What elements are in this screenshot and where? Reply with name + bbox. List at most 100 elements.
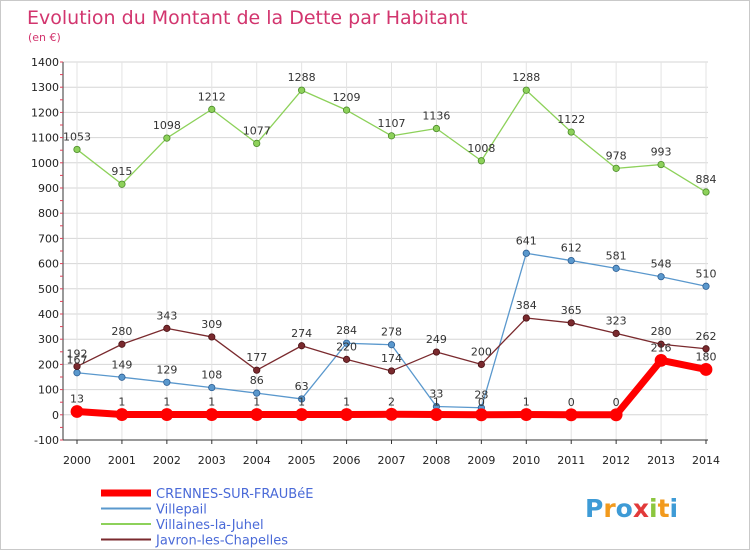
data-point-crennes-sur-fraub-e[interactable] [340,408,353,421]
data-point-crennes-sur-fraub-e[interactable] [70,405,84,418]
data-point-crennes-sur-fraub-e[interactable] [160,408,174,421]
data-point-villaines-la-juhel[interactable] [657,160,665,169]
data-point-crennes-sur-fraub-e[interactable] [519,408,533,421]
data-point-villepail[interactable] [208,383,216,392]
data-point-villaines-la-juhel[interactable] [477,157,485,165]
data-point-javron-les-chapelles[interactable] [657,340,665,348]
data-point-villepail[interactable] [163,378,171,386]
data-point-crennes-sur-fraub-e[interactable] [474,408,488,422]
x-tick-label: 2002 [153,454,181,467]
data-point-crennes-sur-fraub-e[interactable] [564,408,578,422]
data-point-javron-les-chapelles[interactable] [567,319,575,327]
data-label-villepail: 149 [111,358,132,371]
legend-label: Javron-les-Chapelles [155,534,288,549]
data-point-villaines-la-juhel[interactable] [612,164,620,172]
data-point-villaines-la-juhel[interactable] [342,106,351,114]
data-label-villepail: 129 [156,363,177,376]
data-label-javron-les-chapelles: 323 [606,314,627,327]
chart-title: Evolution du Montant de la Dette par Hab… [27,7,468,29]
y-tick-label: 1000 [31,157,59,170]
x-tick-label: 2009 [467,454,495,467]
data-label-villaines-la-juhel: 1107 [378,117,406,130]
data-label-villepail: 33 [429,387,443,400]
data-point-villepail[interactable] [522,249,530,257]
data-point-javron-les-chapelles[interactable] [612,329,620,338]
data-point-javron-les-chapelles[interactable] [477,360,485,368]
data-label-villaines-la-juhel: 1008 [467,142,495,155]
data-point-villepail[interactable] [612,264,620,272]
data-point-crennes-sur-fraub-e[interactable] [295,408,309,421]
data-point-villepail[interactable] [657,273,665,281]
data-label-villepail: 510 [696,267,717,280]
data-point-crennes-sur-fraub-e[interactable] [609,408,623,422]
data-label-crennes-sur-fraub-e: 0 [568,396,575,409]
data-point-javron-les-chapelles[interactable] [163,324,171,332]
axes: -100010020030040050060070080090010001100… [31,56,720,467]
data-point-javron-les-chapelles[interactable] [387,367,396,375]
data-point-villepail[interactable] [702,282,710,290]
data-point-crennes-sur-fraub-e[interactable] [385,407,398,421]
data-label-javron-les-chapelles: 249 [426,333,447,346]
data-label-crennes-sur-fraub-e: 0 [613,396,620,409]
data-label-crennes-sur-fraub-e: 1 [208,396,215,409]
data-point-villaines-la-juhel[interactable] [522,86,530,94]
x-tick-label: 2014 [692,454,720,467]
data-label-javron-les-chapelles: 309 [201,318,222,331]
data-point-villepail[interactable] [73,369,81,377]
data-label-villaines-la-juhel: 1077 [243,124,271,137]
data-point-javron-les-chapelles[interactable] [432,348,441,356]
data-point-javron-les-chapelles[interactable] [253,366,261,374]
legend-label: Villaines-la-Juhel [156,518,264,533]
y-tick-label: 900 [38,182,59,195]
legend-label: Villepail [156,503,207,518]
data-label-villepail: 86 [250,374,264,387]
data-point-villepail[interactable] [253,389,261,397]
data-label-javron-les-chapelles: 174 [381,352,402,365]
data-label-crennes-sur-fraub-e: 1 [253,396,260,409]
x-tick-label: 2007 [378,454,406,467]
data-point-crennes-sur-fraub-e[interactable] [430,408,443,421]
data-point-villepail[interactable] [387,341,396,349]
data-point-javron-les-chapelles[interactable] [522,314,530,322]
data-label-villepail: 548 [651,258,672,271]
data-label-crennes-sur-fraub-e: 0 [478,396,485,409]
data-label-crennes-sur-fraub-e: 1 [118,396,125,409]
data-label-villaines-la-juhel: 1209 [333,91,361,104]
series-javron-les-chapelles [73,314,710,375]
data-point-villaines-la-juhel[interactable] [567,128,575,136]
data-point-crennes-sur-fraub-e[interactable] [205,408,219,421]
data-point-javron-les-chapelles[interactable] [342,355,351,363]
data-point-crennes-sur-fraub-e[interactable] [115,408,129,421]
data-point-villaines-la-juhel[interactable] [73,145,81,154]
data-point-javron-les-chapelles[interactable] [73,362,81,371]
data-point-villepail[interactable] [118,373,126,381]
data-label-javron-les-chapelles: 384 [516,299,537,312]
data-point-javron-les-chapelles[interactable] [298,342,306,350]
data-point-villaines-la-juhel[interactable] [163,134,171,142]
logo-letter: i [649,494,658,523]
data-point-villepail[interactable] [298,395,306,403]
data-point-javron-les-chapelles[interactable] [702,345,710,353]
data-point-villaines-la-juhel[interactable] [387,132,396,140]
data-point-villaines-la-juhel[interactable] [253,139,261,147]
series-crennes-sur-fraub-e [70,353,713,422]
data-point-villepail[interactable] [342,339,351,347]
x-tick-label: 2013 [647,454,675,467]
logo-letter: P [585,494,603,523]
data-point-villaines-la-juhel[interactable] [208,105,216,113]
data-label-villepail: 581 [606,249,627,262]
data-point-villaines-la-juhel[interactable] [118,180,126,188]
data-point-crennes-sur-fraub-e[interactable] [250,408,264,421]
x-tick-label: 2000 [63,454,91,467]
data-point-villaines-la-juhel[interactable] [298,86,306,94]
data-point-javron-les-chapelles[interactable] [208,333,216,341]
data-point-crennes-sur-fraub-e[interactable] [654,353,668,367]
data-point-villepail[interactable] [567,256,575,265]
data-point-villaines-la-juhel[interactable] [702,188,710,196]
data-point-villaines-la-juhel[interactable] [432,124,441,133]
data-point-crennes-sur-fraub-e[interactable] [699,363,713,376]
data-point-javron-les-chapelles[interactable] [118,340,126,348]
logo-letter: t [658,494,670,523]
y-tick-label: 0 [52,409,59,422]
